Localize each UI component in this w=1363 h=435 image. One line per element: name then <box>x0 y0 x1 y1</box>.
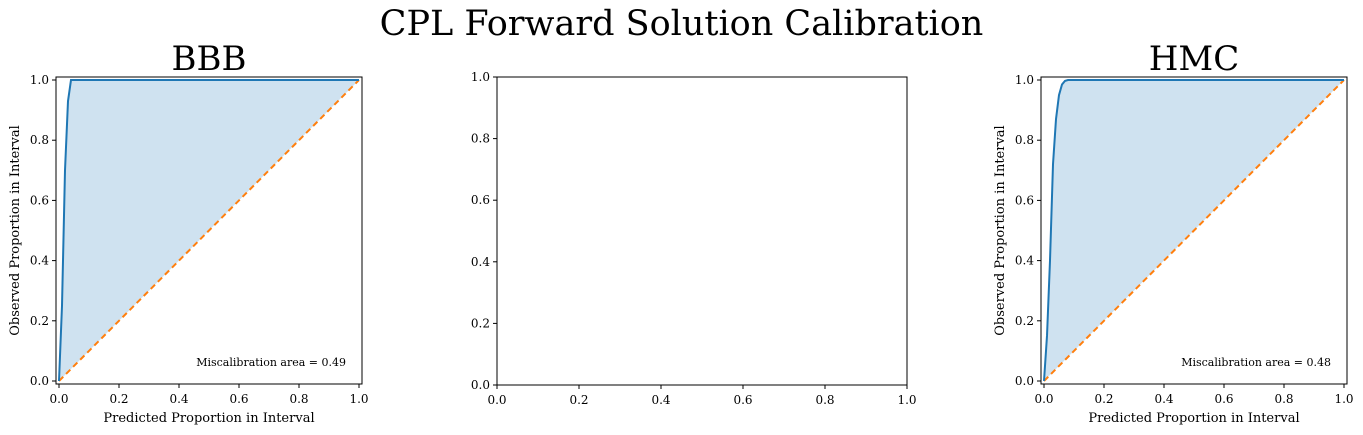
y-tick-label: 0.6 <box>1015 193 1034 207</box>
x-tick-label: 0.8 <box>289 392 308 406</box>
x-tick-label: 1.0 <box>897 393 916 407</box>
ideal-calibration-line <box>1043 79 1345 382</box>
x-tick-label: 0.2 <box>109 392 128 406</box>
y-tick-label: 1.0 <box>471 70 490 84</box>
y-tick-label: 0.4 <box>1015 254 1034 268</box>
y-tick-label: 0.4 <box>30 254 49 268</box>
axes-frame <box>1040 76 1348 385</box>
y-tick-label: 0.2 <box>30 314 49 328</box>
x-tick-label: 0.8 <box>815 393 834 407</box>
x-tick-label: 1.0 <box>349 392 368 406</box>
y-tick-label: 0.0 <box>1015 374 1034 388</box>
y-tick-label: 0.6 <box>30 193 49 207</box>
y-tick-label: 0.0 <box>30 374 49 388</box>
y-tick-label: 1.0 <box>1015 73 1034 87</box>
figure-suptitle: CPL Forward Solution Calibration <box>379 4 984 44</box>
chart-panel-3: 0.00.0 0.2 0.2 0.4 0.4 0.6 0.6 0.8 0.8 1.0 1.0 HMC P… <box>993 39 1354 426</box>
y-tick-label: 0.8 <box>30 133 49 147</box>
x-axis-label: Predicted Proportion in Interval <box>1088 411 1299 426</box>
x-tick-label: 0.6 <box>1214 392 1233 406</box>
x-axis-label: Predicted Proportion in Interval <box>103 411 314 426</box>
y-axis-label: Observed Proportion in Interval <box>993 125 1008 335</box>
x-tick-label: 0.2 <box>569 393 588 407</box>
x-tick-label: 0.4 <box>651 393 670 407</box>
miscalibration-area-annotation: Miscalibration area = 0.48 <box>1181 356 1331 369</box>
panel-title: HMC <box>1149 39 1239 79</box>
miscalibration-area-annotation: Miscalibration area = 0.49 <box>196 356 346 369</box>
calibration-curve-line <box>1043 79 1344 382</box>
x-tick-label: 0.4 <box>169 392 188 406</box>
y-tick-label: 0.8 <box>471 132 490 146</box>
x-tick-label: 0.4 <box>1154 392 1173 406</box>
ideal-calibration-line <box>58 79 360 382</box>
x-tick-label: 0.0 <box>487 393 506 407</box>
y-tick-label: 0.8 <box>1015 133 1034 147</box>
y-axis-label: Observed Proportion in Interval <box>8 125 23 335</box>
x-tick-label: 0.6 <box>229 392 248 406</box>
y-tick-label: 0.4 <box>471 255 490 269</box>
calibration-curve-line <box>58 79 359 382</box>
y-tick-label: 0.0 <box>471 378 490 392</box>
y-tick-label: 1.0 <box>30 73 49 87</box>
chart-panel-2: 0.00.0 0.2 0.2 0.4 0.4 0.6 0.6 0.8 0.8 1.0 1.0 <box>471 70 917 407</box>
axes-frame <box>55 76 363 385</box>
x-tick-label: 0.2 <box>1094 392 1113 406</box>
x-tick-label: 0.6 <box>733 393 752 407</box>
y-tick-label: 0.2 <box>1015 314 1034 328</box>
chart-panel-1: 0.00.0 0.2 0.2 0.4 0.4 0.6 0.6 0.8 0.8 1.0 1.0 BBB P… <box>8 39 369 426</box>
axes-frame <box>496 76 908 386</box>
x-tick-label: 0.8 <box>1274 392 1293 406</box>
x-tick-label: 0.0 <box>1034 392 1053 406</box>
x-tick-label: 0.0 <box>49 392 68 406</box>
y-tick-label: 0.2 <box>471 316 490 330</box>
y-tick-label: 0.6 <box>471 193 490 207</box>
panel-title: BBB <box>172 39 247 79</box>
x-tick-label: 1.0 <box>1334 392 1353 406</box>
